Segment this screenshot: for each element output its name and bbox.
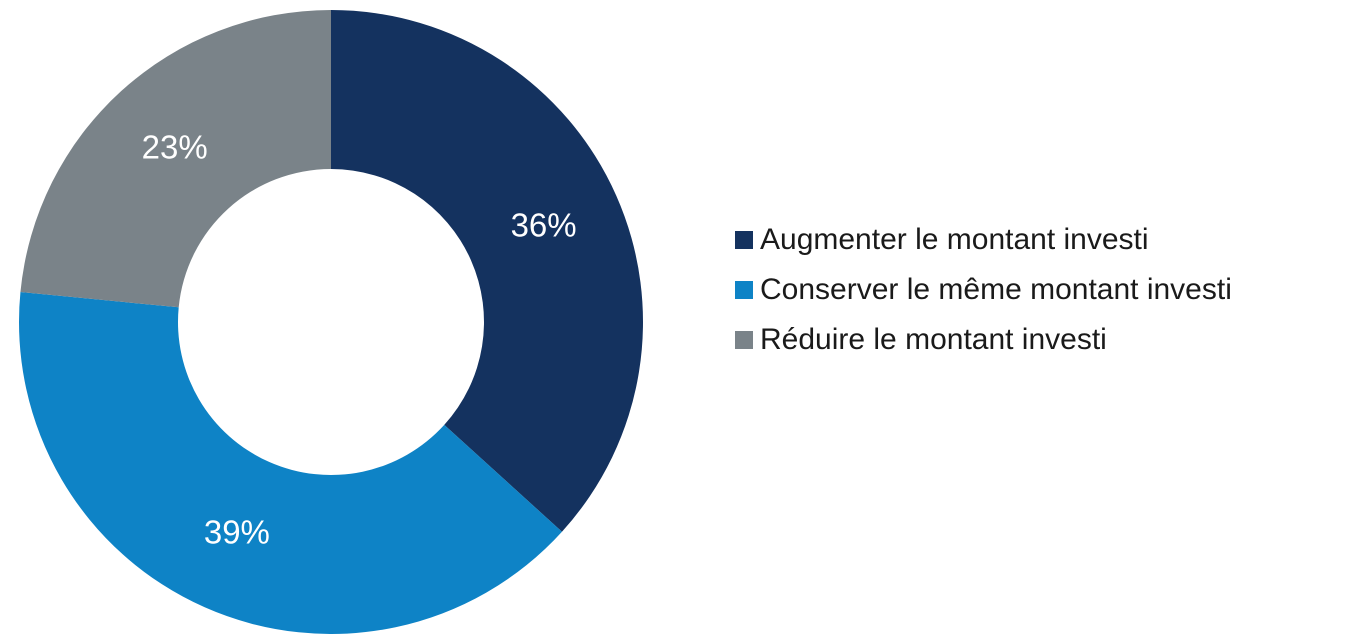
data-label: 23%: [142, 129, 208, 166]
data-label: 39%: [204, 513, 270, 550]
donut-slice: [331, 10, 643, 532]
legend-swatch: [735, 331, 753, 349]
legend-swatch: [735, 281, 753, 299]
donut-slice: [19, 292, 562, 634]
data-label: 36%: [511, 207, 577, 244]
legend-label: Augmenter le montant investi: [760, 223, 1149, 256]
legend-label: Conserver le même montant investi: [760, 273, 1232, 306]
donut-slice: [20, 10, 332, 308]
legend-swatch: [735, 231, 753, 249]
legend-label: Réduire le montant investi: [760, 323, 1107, 356]
